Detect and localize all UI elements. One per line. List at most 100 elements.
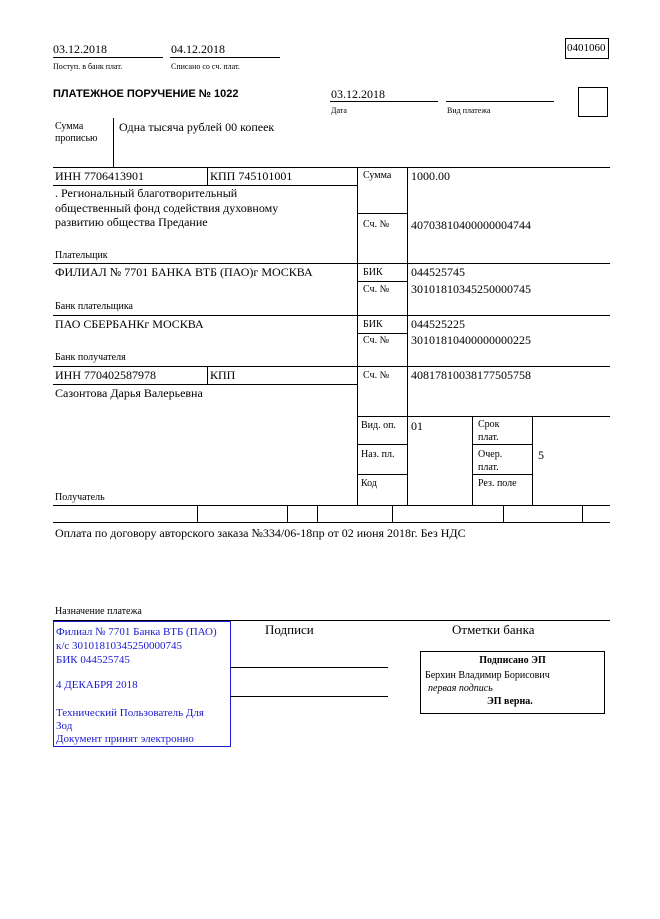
stamp-line: БИК 044525745 [56,654,130,666]
payer-bank-acc: 30101810345250000745 [411,282,531,296]
payer-bank-name: ФИЛИАЛ № 7701 БАНКА ВТБ (ПАО)г МОСКВА [55,265,313,279]
divider [357,333,407,334]
page-title: ПЛАТЕЖНОЕ ПОРУЧЕНИЕ № 1022 [53,88,239,100]
divider [287,505,288,522]
date: 03.12.2018 [331,87,385,101]
payer-kpp: КПП 745101001 [210,169,293,183]
divider [472,474,532,475]
payer-label: Плательщик [55,250,108,261]
amount-words-label: прописью [55,133,98,144]
payee-inn: ИНН 770402587978 [55,368,156,382]
amount-label: Сумма [363,170,392,181]
stamp-date: 4 ДЕКАБРЯ 2018 [56,679,138,691]
divider [53,620,610,621]
divider [330,101,438,102]
divider [170,57,280,58]
rez-label: Рез. поле [478,478,517,489]
payee-account-label: Сч. № [363,370,390,381]
divider [53,185,357,186]
divider [407,167,408,505]
payee-bik: 044525225 [411,317,465,331]
divider [472,444,532,445]
divider [357,213,407,214]
divider [582,505,583,522]
divider [53,315,610,316]
esign-box: Подписано ЭП Берхин Владимир Борисович п… [420,651,605,714]
esign-signer: Берхин Владимир Борисович [425,670,550,681]
divider [53,263,610,264]
debited-label: Списано со сч. плат. [171,62,240,71]
vid-op: 01 [411,419,423,433]
payer-account: 40703810400000004744 [411,218,531,232]
date-label: Дата [331,106,347,115]
divider [53,57,163,58]
srok-label: плат. [478,432,499,443]
payer-account-label: Сч. № [363,219,390,230]
bank-marks-label: Отметки банка [452,622,535,637]
signatures-label: Подписи [265,622,314,637]
received-label: Поступ. в банк плат. [53,62,123,71]
form-code: 0401060 [567,42,606,54]
divider [53,167,610,168]
bank-stamp: Филиал № 7701 Банка ВТБ (ПАО) к/с 301018… [53,621,231,747]
divider [317,505,318,522]
divider [532,416,533,505]
payee-bank-acc: 30101810400000000225 [411,333,531,347]
divider [113,118,114,167]
ocher: 5 [538,448,544,462]
payer-inn: ИНН 7706413901 [55,169,144,183]
payee-account: 40817810038177505758 [411,368,531,382]
divider [53,522,610,523]
debited-date: 04.12.2018 [171,42,225,56]
divider [197,505,198,522]
payee-bank-name: ПАО СБЕРБАНКг МОСКВА [55,317,204,331]
payer-bank-label: Банк плательщика [55,301,133,312]
received-date: 03.12.2018 [53,42,107,56]
payer-name: развитию общества Предание [55,215,208,229]
payer-name: общественный фонд содействия духовному [55,201,279,215]
naz-label: Наз. пл. [361,449,395,460]
vid-op-label: Вид. оп. [361,420,396,431]
divider [357,444,407,445]
divider [53,384,357,385]
payee-bank-label: Банк получателя [55,352,126,363]
divider [472,416,473,505]
purpose: Оплата по договору авторского заказа №33… [55,526,466,540]
stamp-line: Технический Пользователь Для [56,707,204,719]
divider [357,416,610,417]
payment-status-box [578,87,608,117]
divider [357,281,407,282]
ocher-label: плат. [478,462,499,473]
divider [392,505,393,522]
esign-role: первая подпись [428,683,493,694]
amount: 1000.00 [411,169,450,183]
esign-title: Подписано ЭП [479,655,546,666]
payee-bank-acc-label: Сч. № [363,335,390,346]
esign-status: ЭП верна. [487,696,533,707]
divider [53,505,610,506]
payer-bik-label: БИК [363,267,383,278]
stamp-line: к/с 30101810345250000745 [56,640,183,652]
payee-bik-label: БИК [363,319,383,330]
payee-name: Сазонтова Дарья Валерьевна [55,386,203,400]
payer-bik: 044525745 [411,265,465,279]
ocher-label: Очер. [478,449,503,460]
divider [357,474,407,475]
payer-bank-acc-label: Сч. № [363,284,390,295]
amount-words: Одна тысяча рублей 00 копеек [119,120,275,134]
payee-kpp: КПП [210,368,236,382]
divider [53,366,610,367]
stamp-line: Документ принят электронно [56,733,194,745]
payment-type-label: Вид платежа [447,106,491,115]
divider [446,101,554,102]
kod-label: Код [361,478,377,489]
divider [357,167,358,505]
stamp-line: Зод [56,720,73,732]
payer-name: . Региональный благотворительный [55,186,238,200]
purpose-label: Назначение платежа [55,606,142,617]
divider [207,366,208,384]
signature-line [230,667,388,668]
amount-words-label: Сумма [55,121,84,132]
signature-line [230,696,388,697]
